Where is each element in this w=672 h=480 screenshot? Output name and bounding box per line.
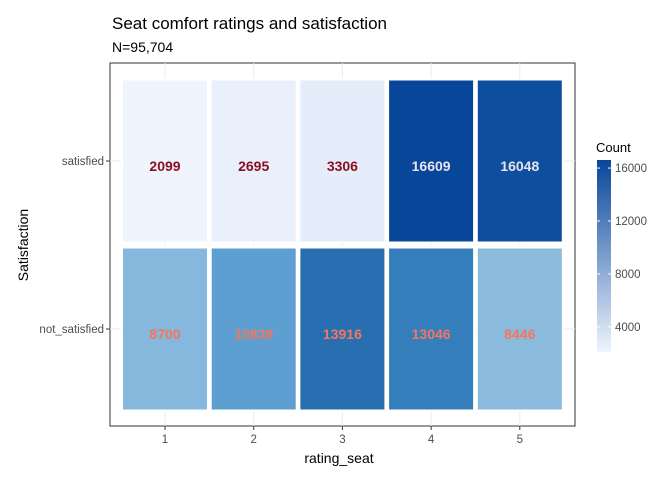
y-tick-label: satisfied [62,156,104,168]
cell-value-label: 16048 [500,158,539,174]
heatmap-cell [387,246,476,412]
legend-title: Count [596,140,631,155]
cell-value-label: 16609 [412,158,451,174]
y-axis: not_satisfied satisfied [39,156,110,336]
heatmap-cells [121,78,564,412]
heatmap-cell [121,78,209,244]
x-axis-title: rating_seat [304,450,373,466]
x-tick-label: 2 [250,434,256,446]
cell-value-label: 3306 [327,158,358,174]
legend-ticks: 4000 8000 12000 16000 [597,163,647,334]
y-axis-title: Satisfaction [15,209,31,281]
cell-value-label: 13916 [323,326,362,342]
legend-tick-label: 4000 [615,322,641,334]
legend-color-bar [597,160,611,352]
cell-labels: 2099 2695 3306 16609 16048 8700 10839 13916 1304… [149,158,539,342]
heatmap-cell [298,78,387,244]
heatmap-cell [298,246,387,412]
legend-tick-label: 16000 [615,163,647,175]
cell-value-label: 8700 [149,326,180,342]
chart-title: Seat comfort ratings and satisfaction [112,14,387,33]
chart-subtitle: N=95,704 [112,39,173,55]
heatmap-cell [121,246,209,412]
cell-value-label: 2099 [149,158,180,174]
x-tick-label: 5 [517,434,523,446]
cell-value-label: 8446 [504,326,535,342]
heatmap-cell [475,78,564,244]
heatmap-cell [475,246,564,412]
heatmap-cell [209,246,298,412]
heatmap-cell [209,78,298,244]
x-axis: 1 2 3 4 5 [162,426,523,446]
color-legend: Count 4000 8000 12000 16000 [596,140,647,352]
x-tick-label: 4 [428,434,435,446]
cell-value-label: 10839 [234,326,273,342]
x-tick-label: 3 [339,434,345,446]
y-tick-label: not_satisfied [39,324,104,336]
cell-value-label: 13046 [412,326,451,342]
legend-tick-label: 12000 [615,216,647,228]
x-tick-label: 1 [162,434,168,446]
heatmap-cell [387,78,476,244]
cell-value-label: 2695 [238,158,269,174]
legend-tick-label: 8000 [615,269,641,281]
